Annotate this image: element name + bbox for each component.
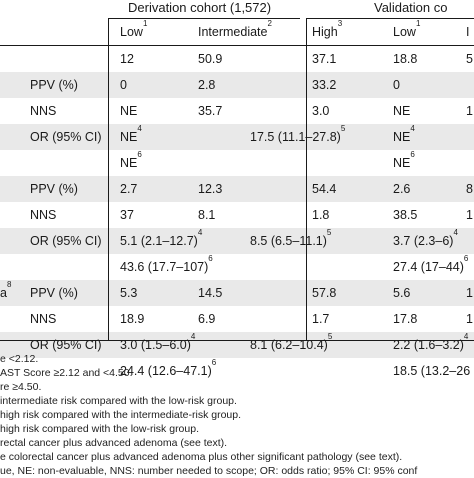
cell-v-i: 1 — [466, 312, 473, 326]
cell-v-low: 3.7 (2.3–6)4 — [393, 227, 458, 248]
table-row: 12 50.9 37.1 18.8 5 — [0, 46, 474, 72]
col-val-low-header: Low1 — [393, 18, 421, 39]
cell-d-low: NE4 — [120, 123, 142, 144]
footnote-line: e <2.12. — [0, 353, 39, 365]
cell-label: a8 — [0, 279, 12, 300]
cell-d-low: 2.7 — [120, 182, 138, 196]
cell-v-low: 18.8 — [393, 52, 418, 66]
cell-v-low: NE4 — [393, 123, 415, 144]
footnote-line: intermediate risk compared with the low-… — [0, 395, 237, 407]
cell-d-int: 12.3 — [198, 182, 223, 196]
column-header-row: Low1 Intermediate2 High3 Low1 I — [0, 19, 474, 45]
cell-v-low: NE6 — [393, 149, 415, 170]
cell-d-low: 12 — [120, 52, 134, 66]
cell-d-low: 5.1 (2.1–12.7)4 — [120, 227, 203, 248]
table-bottom-rule — [0, 340, 474, 341]
table-row: OR (95% CI) NE4 17.5 (11.1–27.8)5 NE4 — [0, 124, 474, 150]
cell-metric: NNS — [30, 104, 57, 118]
cell-d-int-wide: 8.5 (6.5–11.1)5 — [250, 227, 332, 248]
col-intermediate-header: Intermediate2 — [198, 18, 272, 39]
cell-d-high: 1.8 — [312, 208, 330, 222]
cell-d-low: 37 — [120, 208, 134, 222]
cell-d-low: 5.3 — [120, 286, 138, 300]
table-row: PPV (%) 2.7 12.3 54.4 2.6 8 — [0, 176, 474, 202]
table-row: NE6 NE6 — [0, 150, 474, 176]
table-row: a8 PPV (%) 5.3 14.5 57.8 5.6 1 — [0, 280, 474, 306]
cell-v-i: 1 — [466, 104, 473, 118]
cell-d-int-wide: 17.5 (11.1–27.8)5 — [250, 123, 346, 144]
cell-v-low: 5.6 — [393, 286, 411, 300]
table-row: 24.4 (12.6–47.1)6 18.5 (13.2–26 — [0, 358, 474, 384]
footnote-line: ue, NE: non-evaluable, NNS: number neede… — [0, 465, 418, 477]
cell-v-low: 2.6 — [393, 182, 411, 196]
cell-metric: PPV (%) — [30, 78, 78, 92]
header-rule — [0, 45, 474, 46]
cell-d-low: 18.9 — [120, 312, 145, 326]
validation-underline — [306, 18, 474, 19]
cell-d-high: 57.8 — [312, 286, 337, 300]
cell-d-low: 0 — [120, 78, 127, 92]
footnote-line: e colorectal cancer plus advanced adenom… — [0, 451, 403, 463]
cell-d-high: 37.1 — [312, 52, 337, 66]
cell-d-int: 14.5 — [198, 286, 223, 300]
cell-d-int: 35.7 — [198, 104, 223, 118]
footnote-line: high risk compared with the intermediate… — [0, 409, 242, 421]
col-high-header: High3 — [312, 18, 343, 39]
cell-d-high: 3.0 — [312, 104, 330, 118]
cell-v-low: 38.5 — [393, 208, 418, 222]
cell-v-low: 0 — [393, 78, 400, 92]
cell-metric: PPV (%) — [30, 182, 78, 196]
table-row: 43.6 (17.7–107)6 27.4 (17–44)6 — [0, 254, 474, 280]
validation-cohort-header: Validation co — [374, 0, 448, 15]
cell-metric: OR (95% CI) — [30, 130, 102, 144]
cell-d-int-wide: 8.1 (6.2–10.4)5 — [250, 331, 333, 352]
cell-metric: NNS — [30, 312, 57, 326]
cell-d-low: 43.6 (17.7–107)6 — [120, 253, 213, 274]
cell-metric: PPV (%) — [30, 286, 78, 300]
cell-v-low: 18.5 (13.2–26 — [393, 364, 471, 378]
divider-derivation-left — [108, 19, 109, 340]
derivation-underline — [108, 18, 300, 19]
cell-d-high: 33.2 — [312, 78, 337, 92]
cell-v-low: 27.4 (17–44)6 — [393, 253, 469, 274]
col-val-i-header: I — [466, 25, 470, 39]
footnote-line: re ≥4.50. — [0, 381, 42, 393]
footnote-line: rectal cancer plus advanced adenoma (see… — [0, 437, 228, 449]
cell-metric: OR (95% CI) — [30, 234, 102, 248]
cell-d-int: 6.9 — [198, 312, 216, 326]
table-row: NNS NE 35.7 3.0 NE 1 — [0, 98, 474, 124]
table-row: PPV (%) 0 2.8 33.2 0 — [0, 72, 474, 98]
cell-v-low: 17.8 — [393, 312, 418, 326]
table-row: OR (95% CI) 3.0 (1.5–6.0)4 8.1 (6.2–10.4)5… — [0, 332, 474, 358]
table-row: NNS 18.9 6.9 1.7 17.8 1 — [0, 306, 474, 332]
footnote-line: high risk compared with the low-risk gro… — [0, 423, 199, 435]
cell-d-int: 8.1 — [198, 208, 216, 222]
cell-v-i: 1 — [466, 208, 473, 222]
cell-d-int: 2.8 — [198, 78, 216, 92]
cell-d-high: 1.7 — [312, 312, 330, 326]
cell-v-i: 1 — [466, 286, 473, 300]
cell-d-int: 50.9 — [198, 52, 223, 66]
derivation-cohort-header: Derivation cohort (1,572) — [128, 0, 272, 15]
cell-d-low: NE6 — [120, 149, 142, 170]
cell-v-low: 2.2 (1.6–3.2)4 — [393, 331, 469, 352]
cell-v-low: NE — [393, 104, 411, 118]
cell-d-low: NE — [120, 104, 138, 118]
cell-v-i: 8 — [466, 182, 473, 196]
cell-d-low: 3.0 (1.5–6.0)4 — [120, 331, 196, 352]
cell-d-high: 54.4 — [312, 182, 337, 196]
cell-d-low: 24.4 (12.6–47.1)6 — [120, 357, 217, 378]
table-row: OR (95% CI) 5.1 (2.1–12.7)4 8.5 (6.5–11.1)… — [0, 228, 474, 254]
footnote-line: AST Score ≥2.12 and <4.50. — [0, 367, 133, 379]
cell-metric: OR (95% CI) — [30, 338, 102, 352]
table-row: NNS 37 8.1 1.8 38.5 1 — [0, 202, 474, 228]
col-low-header: Low1 — [120, 18, 148, 39]
cell-v-i: 5 — [466, 52, 473, 66]
divider-derivation-right — [306, 19, 307, 340]
cell-metric: NNS — [30, 208, 57, 222]
